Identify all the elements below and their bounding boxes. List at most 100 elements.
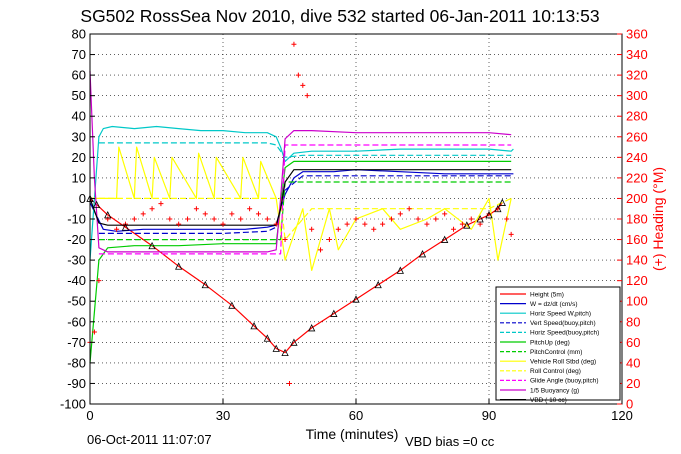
heading-point bbox=[300, 82, 306, 88]
heading-point bbox=[304, 93, 310, 99]
legend-entry: Glide Angle (buoy,pitch) bbox=[530, 378, 599, 385]
series-line-height-5m bbox=[89, 197, 503, 354]
x-axis-label: Time (minutes) bbox=[306, 426, 399, 442]
y-tick-label: 30 bbox=[72, 129, 86, 144]
heading-point bbox=[295, 72, 301, 78]
legend-entry: Roll Control (deg) bbox=[530, 368, 581, 375]
heading-point bbox=[131, 216, 137, 222]
height-marker bbox=[104, 210, 112, 219]
heading-point bbox=[255, 211, 261, 217]
heading-point bbox=[371, 226, 377, 232]
heading-point bbox=[406, 206, 412, 212]
heading-point bbox=[468, 216, 474, 222]
legend-entry: PitchUp (deg) bbox=[530, 339, 570, 346]
heading-point bbox=[96, 278, 102, 284]
grid-layer bbox=[89, 33, 623, 405]
series-line-vert-speed-buoy-pitch bbox=[98, 175, 512, 234]
y-tick-label: 20 bbox=[72, 150, 86, 165]
legend-entry: Height (5m) bbox=[530, 291, 564, 298]
height-marker bbox=[281, 348, 289, 357]
y-tick-label: 70 bbox=[72, 47, 86, 62]
legend-entry: Vert Speed(buoy,pitch) bbox=[530, 320, 596, 327]
heading-point bbox=[459, 221, 465, 227]
heading-point bbox=[451, 226, 457, 232]
height-marker bbox=[201, 280, 209, 289]
heading-point bbox=[326, 237, 332, 243]
legend-entry: PitchControl (mm) bbox=[530, 349, 582, 356]
right-y-axis-label: (+) Heading (°M) bbox=[650, 167, 666, 271]
y2-tick-label: 0 bbox=[626, 397, 633, 412]
y2-tick-label: 300 bbox=[626, 88, 648, 103]
height-marker bbox=[330, 309, 338, 317]
heading-point bbox=[247, 206, 253, 212]
legend-entry: Horiz Speed W,pitch) bbox=[530, 311, 591, 318]
y-tick-label: -80 bbox=[67, 355, 86, 370]
height-markers-layer bbox=[86, 194, 506, 357]
heading-point bbox=[158, 201, 164, 207]
series-line-horiz-speed-buoy-pitch bbox=[98, 142, 512, 158]
x-tick-label: 30 bbox=[216, 408, 230, 423]
x-tick-label: 0 bbox=[86, 408, 93, 423]
y-tick-label: -40 bbox=[67, 273, 86, 288]
legend-entry: Vehicle Roll Stbd (deg) bbox=[530, 359, 596, 366]
height-marker bbox=[485, 210, 493, 219]
heading-point bbox=[193, 206, 199, 212]
heading-point bbox=[287, 380, 292, 386]
height-marker bbox=[121, 223, 130, 231]
heading-point bbox=[202, 211, 208, 217]
series-layer bbox=[89, 70, 514, 363]
y-tick-label: -70 bbox=[67, 335, 86, 350]
heading-point bbox=[264, 216, 270, 222]
heading-point bbox=[167, 216, 173, 222]
y-tick-label: -50 bbox=[67, 294, 86, 309]
height-marker bbox=[441, 235, 449, 243]
height-marker bbox=[494, 204, 502, 213]
height-marker bbox=[290, 338, 298, 346]
heading-point bbox=[397, 211, 403, 217]
legend: Height (5m) W = dz/dt (cm/s) Horiz Speed W… bbox=[495, 286, 621, 404]
height-marker bbox=[352, 295, 360, 303]
legend-entry: W = dz/dt (cm/s) bbox=[530, 301, 578, 308]
height-marker bbox=[374, 280, 382, 289]
heading-point bbox=[433, 216, 439, 222]
y2-tick-label: 160 bbox=[626, 232, 648, 247]
y-tick-label: 60 bbox=[72, 68, 86, 83]
heading-point bbox=[388, 216, 394, 222]
y-tick-label: -60 bbox=[67, 314, 86, 329]
y-tick-label: 50 bbox=[72, 88, 86, 103]
heading-point bbox=[504, 216, 510, 222]
y2-tick-label: 240 bbox=[626, 150, 648, 165]
y2-tick-label: 340 bbox=[626, 47, 648, 62]
y2-tick-label: 280 bbox=[626, 109, 648, 124]
chart-title: SG502 RossSea Nov 2010, dive 532 started… bbox=[80, 6, 599, 26]
x-tick-label: 90 bbox=[482, 408, 496, 423]
heading-point bbox=[362, 221, 368, 227]
y-tick-label: -100 bbox=[60, 397, 86, 412]
series-line-pitchcontrol-mm bbox=[98, 181, 512, 241]
height-marker bbox=[476, 215, 484, 223]
height-marker bbox=[308, 324, 316, 332]
y2-tick-label: 120 bbox=[626, 273, 648, 288]
legend-entry: Horiz Speed(buoy,pitch) bbox=[530, 330, 599, 337]
y2-tick-label: 100 bbox=[626, 294, 648, 309]
heading-point bbox=[140, 211, 146, 217]
heading-point bbox=[309, 226, 315, 232]
y2-tick-label: 360 bbox=[626, 27, 648, 42]
height-marker bbox=[498, 198, 506, 206]
height-marker bbox=[272, 344, 280, 352]
heading-point bbox=[424, 221, 430, 227]
heading-point bbox=[114, 226, 120, 232]
y2-tick-label: 140 bbox=[626, 253, 648, 268]
height-marker bbox=[250, 321, 258, 330]
heading-point bbox=[273, 221, 279, 227]
series-line-roll-control-deg bbox=[90, 197, 512, 241]
heading-point bbox=[229, 211, 235, 217]
y2-tick-label: 260 bbox=[626, 129, 648, 144]
y-tick-label: -20 bbox=[67, 232, 86, 247]
height-marker bbox=[396, 266, 404, 274]
height-marker bbox=[93, 200, 101, 209]
heading-point bbox=[353, 216, 359, 222]
height-marker bbox=[228, 301, 236, 309]
heading-point bbox=[415, 216, 421, 222]
